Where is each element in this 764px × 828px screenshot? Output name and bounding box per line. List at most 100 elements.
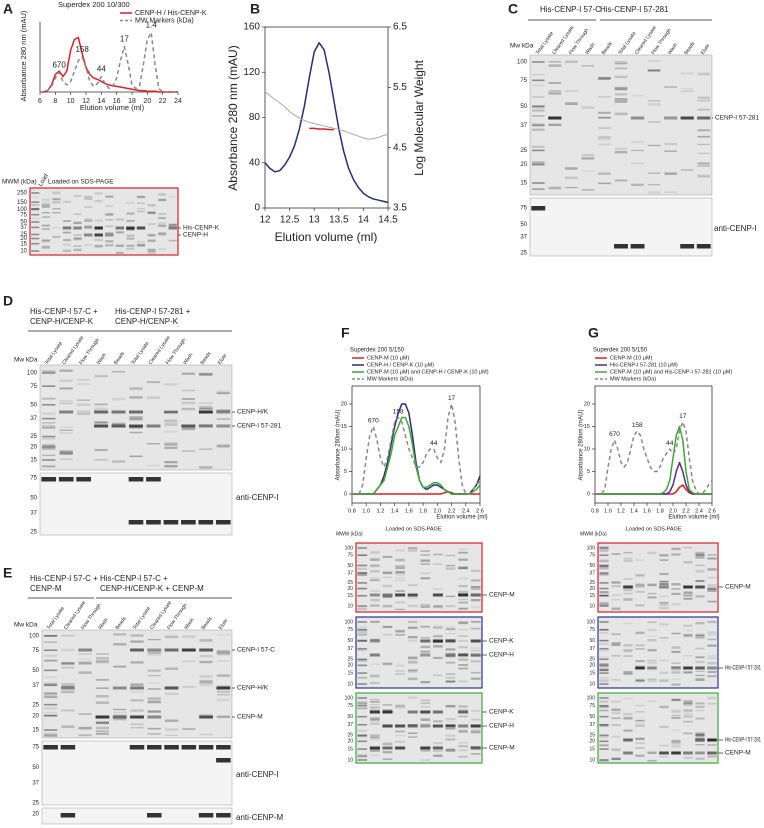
gel-background bbox=[29, 187, 179, 256]
gel-band bbox=[707, 600, 717, 602]
marker-band bbox=[44, 729, 58, 731]
gel-band bbox=[683, 597, 693, 600]
gel-image bbox=[29, 187, 179, 256]
gel-band bbox=[164, 728, 179, 731]
gel-band bbox=[73, 221, 82, 225]
gel-band bbox=[77, 379, 91, 381]
gel-band bbox=[458, 667, 468, 670]
marker-label: 15 bbox=[347, 593, 353, 599]
protein-band bbox=[635, 666, 645, 670]
gel-band bbox=[548, 92, 562, 95]
gel-band bbox=[41, 216, 50, 218]
gel-band bbox=[445, 564, 456, 567]
gel-band bbox=[683, 655, 693, 657]
marker-label: 10 bbox=[347, 757, 353, 763]
gel-band bbox=[599, 705, 609, 708]
gel-band bbox=[41, 202, 50, 206]
gel-band bbox=[614, 67, 628, 70]
gel-band bbox=[695, 660, 705, 664]
gel-band bbox=[599, 643, 609, 645]
gel-band bbox=[129, 387, 143, 390]
gel-band bbox=[635, 585, 645, 588]
gel-band bbox=[470, 710, 481, 712]
marker-band bbox=[599, 564, 609, 567]
antibody-label: anti-CENP-M bbox=[236, 813, 283, 822]
marker-label: 20 bbox=[32, 812, 39, 818]
gel-band bbox=[199, 655, 213, 658]
marker-label: 25 bbox=[32, 801, 39, 807]
gel-band bbox=[671, 678, 681, 681]
marker-label: 20 bbox=[520, 162, 527, 168]
x-tick-label: 1.2 bbox=[377, 508, 385, 514]
protein-band bbox=[623, 585, 633, 589]
gel-band bbox=[683, 546, 693, 549]
x-axis-label: Elution volume (ml) bbox=[275, 230, 378, 244]
gel-band bbox=[635, 583, 645, 586]
gel-band bbox=[84, 218, 93, 220]
gel-band bbox=[44, 695, 58, 699]
gel-band bbox=[683, 594, 693, 597]
gel-band bbox=[671, 740, 681, 743]
gel-band bbox=[126, 219, 135, 222]
gel-band bbox=[420, 605, 431, 608]
gel-band bbox=[420, 681, 431, 684]
gel-band bbox=[44, 707, 58, 710]
gel-band bbox=[671, 683, 681, 686]
gel-band bbox=[95, 687, 110, 689]
gel-band bbox=[41, 199, 50, 203]
gel-band bbox=[42, 412, 56, 415]
gel-band bbox=[659, 705, 669, 708]
protein-band bbox=[623, 738, 633, 742]
y-axis-label: Absorbance 280nm (mAU) bbox=[336, 409, 342, 480]
gel-band bbox=[130, 709, 144, 712]
marker-title: MWM (kDa) bbox=[336, 531, 363, 537]
gel-band bbox=[73, 248, 82, 251]
x-tick-label: 8 bbox=[53, 98, 57, 105]
gel-band bbox=[614, 61, 628, 63]
gel-band bbox=[407, 696, 418, 699]
gel-band bbox=[445, 748, 456, 750]
gel-band bbox=[126, 244, 135, 247]
antibody-label: anti-CENP-I bbox=[714, 224, 757, 233]
x-tick-label: 0.8 bbox=[591, 508, 599, 514]
marker-band bbox=[42, 403, 56, 406]
gel-band bbox=[581, 65, 595, 67]
gel-band bbox=[136, 244, 146, 247]
blot-band bbox=[60, 745, 76, 750]
gel-band bbox=[531, 106, 545, 109]
gel-band bbox=[395, 633, 405, 636]
gel-band bbox=[623, 655, 633, 657]
gel-band bbox=[611, 708, 621, 711]
protein-band bbox=[112, 715, 127, 719]
protein-band bbox=[94, 424, 109, 428]
gel-band bbox=[695, 757, 705, 760]
gel-band bbox=[31, 207, 40, 210]
gel-band bbox=[458, 566, 468, 570]
gel-band bbox=[623, 589, 633, 592]
band-label: His-CENP-I 57-281 bbox=[725, 737, 761, 744]
x-tick-label: 2.2 bbox=[448, 508, 456, 514]
gel-band bbox=[113, 643, 127, 646]
gel-band bbox=[445, 595, 456, 598]
gel-band bbox=[445, 661, 456, 664]
gel-band bbox=[111, 460, 126, 463]
gel-band bbox=[433, 720, 443, 723]
gel-band bbox=[565, 176, 578, 180]
peak-annotation: 17 bbox=[120, 35, 129, 44]
marker-label: 50 bbox=[589, 563, 595, 569]
protein-band bbox=[623, 751, 633, 755]
protein-band bbox=[181, 424, 196, 428]
marker-band bbox=[31, 250, 40, 252]
gel-band bbox=[707, 657, 717, 659]
gel-band bbox=[407, 656, 418, 660]
gel-band bbox=[433, 750, 443, 753]
gel-band bbox=[671, 670, 681, 673]
gel-band bbox=[470, 621, 481, 623]
gel-band bbox=[707, 621, 717, 624]
gel-band bbox=[598, 182, 611, 185]
gel-band bbox=[470, 579, 481, 582]
gel-band bbox=[407, 661, 418, 664]
gel-band bbox=[168, 239, 177, 242]
marker-band bbox=[357, 723, 368, 726]
gel-band bbox=[683, 633, 693, 637]
